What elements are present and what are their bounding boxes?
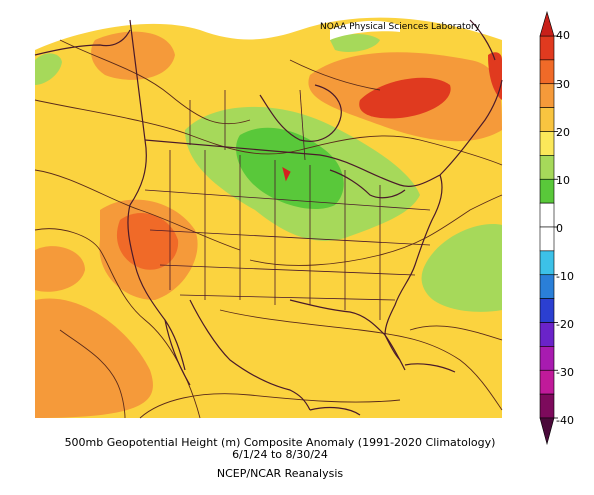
- colorbar-swatch: [539, 59, 555, 85]
- colorbar-tick-label: 0: [556, 222, 563, 235]
- colorbar-tick-label: -10: [556, 270, 574, 283]
- greenland-edge: [469, 19, 496, 61]
- colorbar-swatch: [539, 369, 555, 395]
- east-coast: [384, 174, 443, 336]
- location-marker: [282, 166, 291, 182]
- red-region-labrador: [488, 52, 502, 100]
- orange-region-west-pacific: [35, 246, 85, 292]
- colorbar-swatch: [539, 178, 555, 204]
- green-region-north-pacific: [35, 53, 62, 85]
- coastlines-borders: [34, 19, 503, 416]
- colorbar-swatch: [539, 274, 555, 299]
- caption-dates: 6/1/24 to 8/30/24: [232, 448, 328, 461]
- caption-title: 500mb Geopotential Height (m) Composite …: [64, 436, 496, 449]
- colorbar-tick-label: 10: [556, 174, 570, 187]
- arctic-edge: [330, 20, 400, 40]
- colorbar-swatch: [539, 226, 555, 252]
- green-region-atlantic: [421, 224, 502, 312]
- colorbar-tick-label: 40: [556, 29, 570, 42]
- colorbar-swatch: [539, 346, 555, 371]
- colorbar-swatch: [539, 35, 555, 61]
- alaska-coast: [34, 29, 131, 56]
- colorbar-swatch: [539, 322, 555, 347]
- colorbar-bottom-arrow: [539, 417, 555, 446]
- mexico-coast: [189, 299, 311, 411]
- political-boundaries: [144, 89, 431, 320]
- gulf-coast: [289, 299, 401, 361]
- canada-us-border: [144, 139, 441, 187]
- green-core-central: [236, 127, 344, 210]
- colorbar-swatch: [539, 83, 555, 108]
- colorbar-tick-label: -40: [556, 414, 574, 427]
- green-region-arctic: [330, 34, 380, 52]
- credit-label: NOAA Physical Sciences Laboratory: [320, 22, 481, 32]
- colorbar-tick-label: 30: [556, 78, 570, 91]
- great-lakes: [329, 169, 406, 199]
- colorbar-swatch: [539, 202, 555, 228]
- colorbar-top-arrow: [539, 10, 555, 37]
- cuba: [404, 363, 456, 373]
- colorbar-swatch: [539, 250, 555, 276]
- colorbar-tick-label: -30: [556, 366, 574, 379]
- colorbar-tick-label: -20: [556, 318, 574, 331]
- florida: [384, 334, 406, 371]
- colorbar-tick-label: 20: [556, 126, 570, 139]
- colorbar-swatch: [539, 155, 555, 180]
- central-america: [309, 406, 361, 416]
- colorbar-swatch: [539, 298, 555, 323]
- caption-source: NCEP/NCAR Reanalysis: [216, 467, 344, 480]
- colorbar-swatch: [539, 131, 555, 156]
- orange-region-southwest: [35, 298, 153, 418]
- baja: [164, 319, 191, 386]
- orange-region-northwest: [91, 31, 175, 80]
- colorbar-swatch: [539, 107, 555, 132]
- colorbar-swatch: [539, 393, 555, 419]
- red-region-northeast: [359, 77, 451, 119]
- contour-lines: [34, 39, 503, 419]
- colorbar: [539, 10, 558, 446]
- labrador-coast: [439, 79, 503, 176]
- hudson-bay: [259, 84, 342, 142]
